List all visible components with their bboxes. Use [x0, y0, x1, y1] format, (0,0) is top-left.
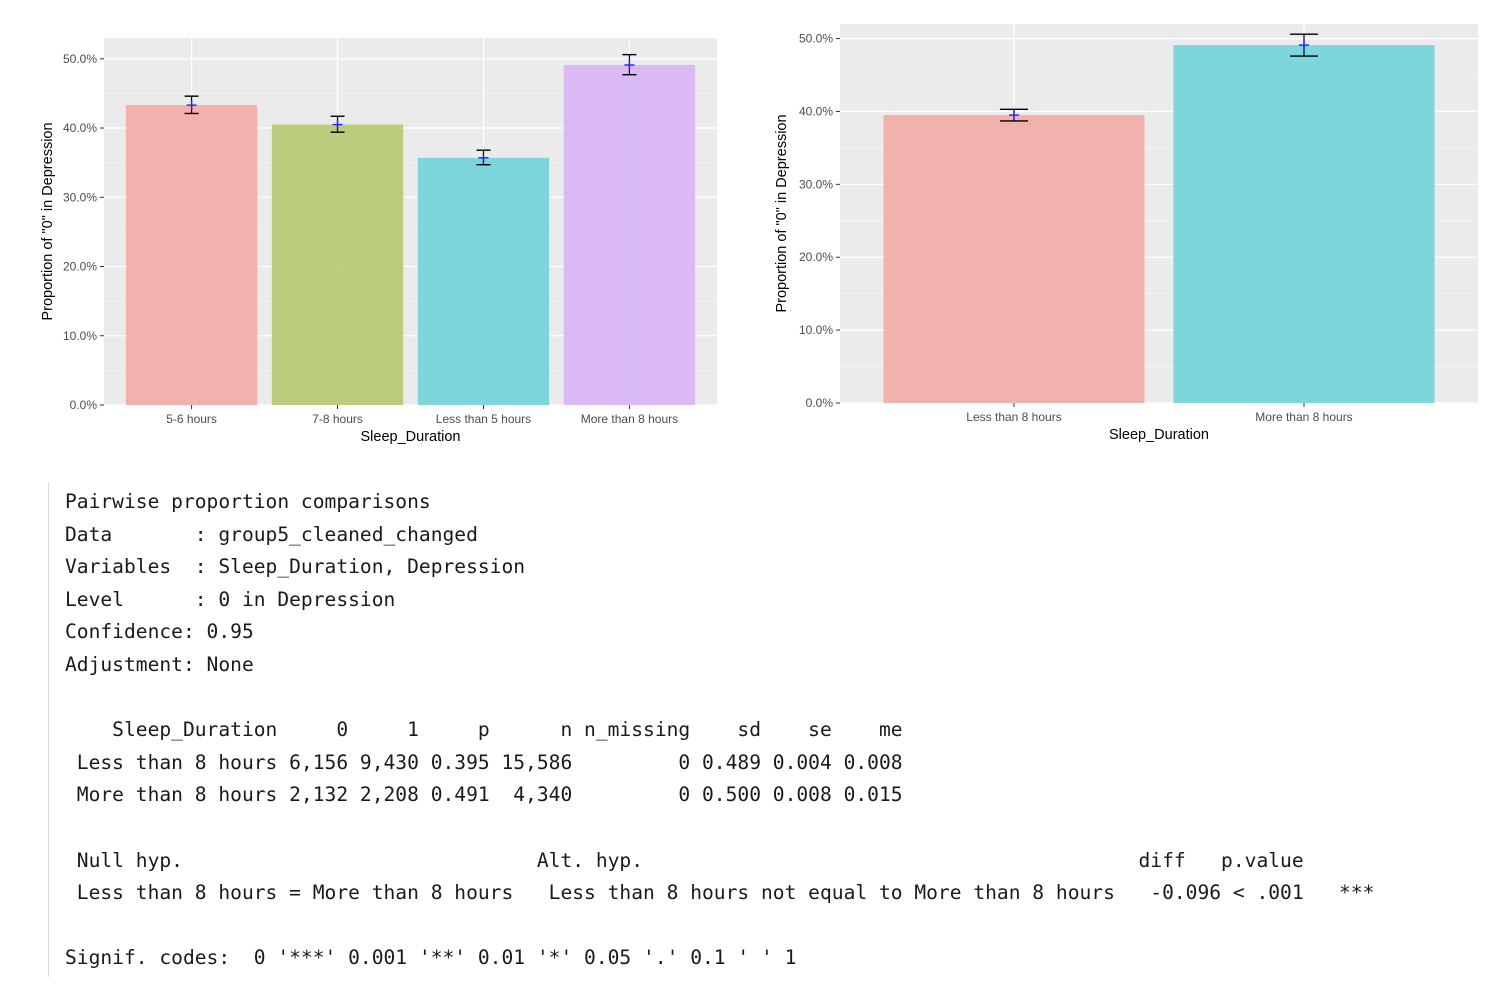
x-axis-title: Sleep_Duration — [361, 429, 461, 445]
console-line: Less than 8 hours = More than 8 hours Le… — [65, 881, 1375, 905]
y-tick-label: 30.0% — [799, 177, 833, 191]
console-text: Pairwise proportion comparisons Data : gr… — [65, 486, 1374, 975]
console-line — [65, 682, 1374, 715]
proportion-bar-chart-2-groups: 0.0% 10.0% 20.0% 30.0% 40.0% 50.0% Less than 8… — [774, 24, 1478, 443]
console-line: Null hyp. Alt. hyp. diff p.value — [65, 848, 1304, 872]
bar-5-6-hours — [125, 105, 258, 406]
console-line: Level : 0 in Depression — [65, 587, 396, 611]
bar-7-8-hours — [271, 124, 404, 405]
bar-less-than-5-hours — [417, 157, 550, 405]
console-line: Sleep_Duration 0 1 p n n_missing sd se m… — [65, 718, 903, 742]
bar-more-than-8-hours — [1173, 45, 1435, 404]
y-tick-label: 20.0% — [799, 250, 833, 264]
x-axis-title: Sleep_Duration — [1109, 427, 1209, 443]
x-tick-label: Less than 5 hours — [436, 412, 531, 426]
console-line — [65, 910, 1374, 943]
y-tick-label: 30.0% — [63, 190, 97, 204]
proportion-bar-chart-4-groups: 0.0% 10.0% 20.0% 30.0% 40.0% 50.0% 5-6 hours 7-… — [40, 38, 717, 445]
x-tick-label: More than 8 hours — [581, 412, 678, 426]
console-line: Pairwise proportion comparisons — [65, 490, 431, 513]
y-axis-title: Proportion of "0" in Depression — [774, 114, 790, 312]
bar-more-than-8-hours — [563, 65, 696, 405]
console-output: Pairwise proportion comparisons Data : gr… — [48, 482, 1499, 977]
console-line: Data : group5_cleaned_changed — [65, 522, 478, 546]
y-tick-label: 40.0% — [63, 121, 97, 135]
y-tick-label: 40.0% — [799, 104, 833, 118]
console-line: Signif. codes: 0 '***' 0.001 '**' 0.01 '… — [65, 946, 797, 970]
bar-less-than-8-hours — [883, 115, 1145, 403]
y-tick-label: 20.0% — [63, 260, 97, 274]
y-tick-label: 0.0% — [70, 398, 98, 412]
x-tick-label: More than 8 hours — [1255, 410, 1352, 424]
y-axis-title: Proportion of "0" in Depression — [40, 122, 56, 320]
x-tick-label: 7-8 hours — [312, 412, 363, 426]
console-line — [65, 812, 1374, 845]
console-line: Less than 8 hours 6,156 9,430 0.395 15,5… — [65, 750, 903, 774]
y-tick-label: 10.0% — [799, 323, 833, 337]
y-tick-label: 50.0% — [799, 32, 833, 46]
y-tick-label: 0.0% — [806, 396, 834, 410]
y-tick-label: 50.0% — [63, 52, 97, 66]
console-line: Confidence: 0.95 — [65, 620, 254, 644]
x-tick-label: Less than 8 hours — [966, 410, 1061, 424]
y-tick-label: 10.0% — [63, 329, 97, 343]
console-line: More than 8 hours 2,132 2,208 0.491 4,34… — [65, 783, 903, 807]
console-line: Adjustment: None — [65, 652, 254, 676]
x-tick-label: 5-6 hours — [166, 412, 217, 426]
console-line: Variables : Sleep_Duration, Depression — [65, 555, 526, 579]
